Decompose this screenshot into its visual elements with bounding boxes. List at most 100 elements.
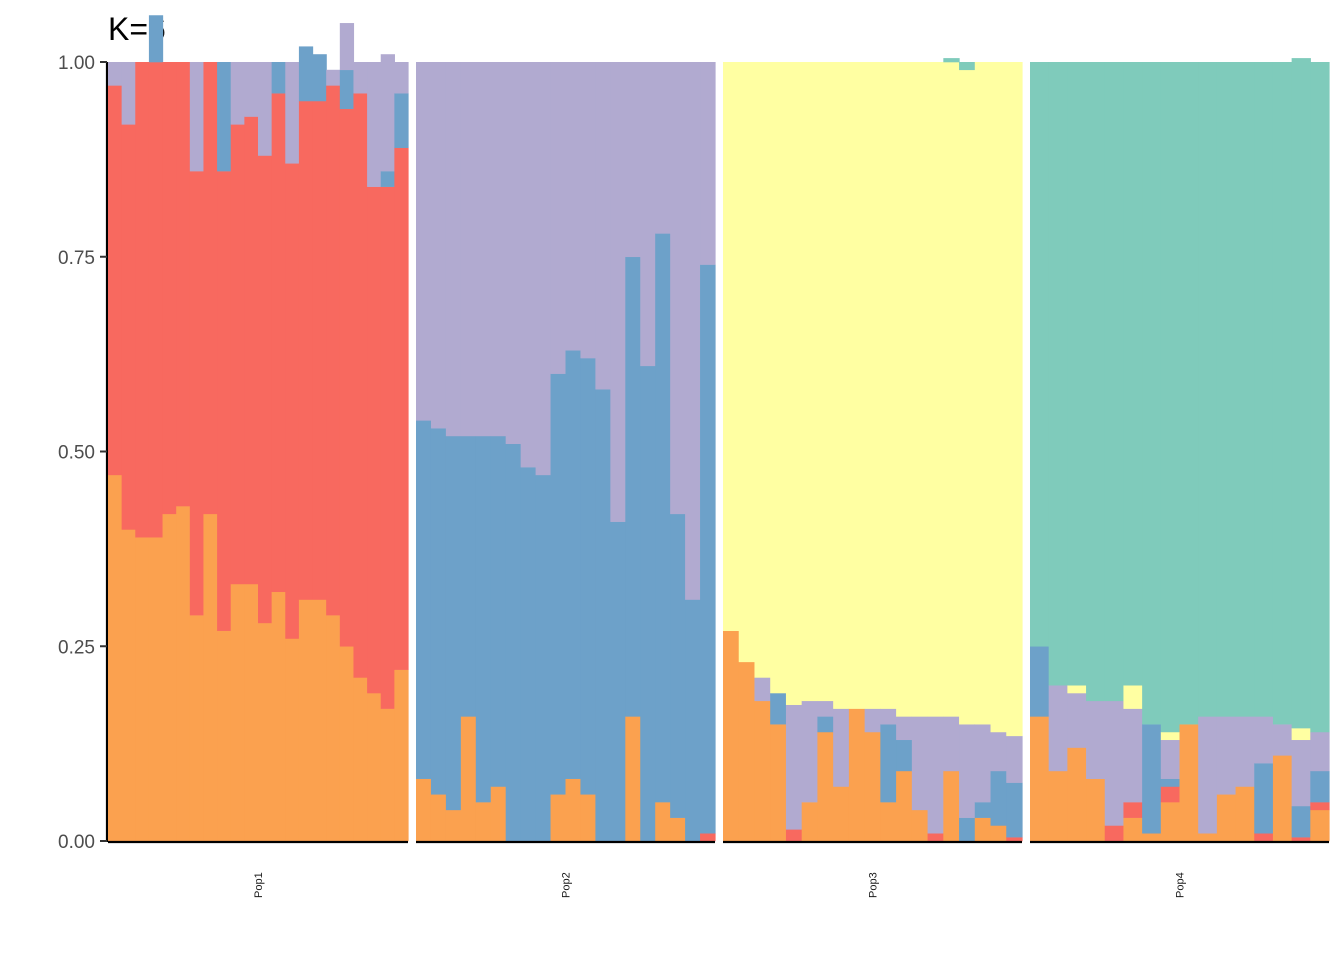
- bar-segment: [203, 513, 218, 842]
- bar-segment: [670, 62, 686, 515]
- bar-segment: [460, 716, 477, 842]
- bar-segment: [1198, 62, 1218, 717]
- bar-segment: [445, 62, 462, 437]
- bar-segment: [943, 716, 960, 772]
- bar-segment: [490, 62, 507, 437]
- bar-segment: [864, 62, 881, 709]
- y-tick-label: 0.00: [58, 832, 95, 853]
- y-tick-label: 0.50: [58, 443, 95, 464]
- bar-segment: [312, 100, 327, 600]
- bar-segment: [700, 833, 716, 842]
- bar-segment: [685, 62, 701, 600]
- bar-segment: [285, 163, 300, 639]
- bar-segment: [108, 85, 123, 476]
- bar-segment: [880, 708, 897, 725]
- bar-segment: [655, 802, 671, 842]
- bar-segment: [1291, 805, 1311, 838]
- bar-segment: [1235, 786, 1255, 842]
- bar-segment: [785, 704, 803, 830]
- bar-segment: [770, 724, 787, 842]
- bar-segment: [610, 62, 626, 522]
- bar-segment: [1067, 747, 1087, 842]
- bar-segment: [520, 62, 537, 468]
- y-tick-label: 1.00: [58, 53, 95, 74]
- bar-segment: [285, 638, 300, 842]
- bar-segment: [723, 62, 740, 631]
- bar-segment: [353, 93, 368, 678]
- bar-segment: [312, 54, 327, 102]
- panels: Pop1 Pop2 Pop3 Pop4: [108, 15, 1330, 898]
- bar-segment: [1235, 716, 1255, 787]
- bar-segment: [880, 62, 897, 709]
- bar-segment: [990, 825, 1007, 842]
- bar-segment: [520, 467, 537, 842]
- bar-segment: [848, 62, 866, 709]
- bar-segment: [460, 62, 477, 437]
- bar-segment: [189, 62, 205, 172]
- bar-segment: [1123, 708, 1143, 803]
- bar-segment: [394, 62, 409, 94]
- bar-segment: [817, 62, 834, 702]
- bar-segment: [927, 62, 944, 717]
- bar-segment: [1272, 62, 1293, 725]
- bar-segment: [911, 62, 929, 717]
- bar-segment: [326, 85, 341, 616]
- bar-segment: [148, 15, 164, 63]
- bar-segment: [380, 186, 395, 709]
- bar-segment: [445, 435, 462, 811]
- bar-segment: [864, 731, 881, 842]
- bar-segment: [1123, 817, 1143, 842]
- bar-segment: [927, 716, 944, 834]
- bar-segment: [339, 23, 355, 71]
- bar-segment: [353, 62, 368, 94]
- bar-segment: [801, 62, 819, 702]
- bar-segment: [1160, 786, 1181, 803]
- bar-segment: [244, 62, 259, 117]
- bar-segment: [217, 171, 232, 631]
- bar-segment: [135, 62, 150, 538]
- bar-segment: [943, 62, 960, 717]
- bar-segment: [801, 802, 819, 842]
- bar-segment: [108, 474, 123, 842]
- bar-segment: [1160, 778, 1181, 787]
- bar-segment: [754, 677, 771, 702]
- bar-segment: [1272, 755, 1293, 842]
- bar-segment: [135, 537, 150, 842]
- bar-segment: [326, 615, 341, 842]
- bar-segment: [974, 817, 992, 842]
- bar-segment: [1086, 62, 1106, 702]
- bar-segment: [217, 62, 232, 172]
- bar-segment: [754, 700, 771, 842]
- bar-segment: [754, 62, 771, 678]
- bar-segment: [1160, 739, 1181, 779]
- bar-segment: [1123, 802, 1143, 818]
- bar-segment: [505, 62, 522, 445]
- bar-segment: [1291, 837, 1311, 842]
- bar-segment: [339, 108, 355, 647]
- bar-segment: [535, 62, 552, 476]
- bar-segment: [1291, 728, 1311, 741]
- bar-segment: [1160, 731, 1181, 741]
- bar-segment: [367, 692, 382, 842]
- bar-segment: [339, 646, 355, 842]
- bar-segment: [864, 708, 881, 733]
- bar-segment: [595, 62, 611, 390]
- bar-segment: [258, 62, 273, 156]
- bar-segment: [1006, 735, 1023, 783]
- bar-segment: [911, 716, 929, 811]
- bar-segment: [738, 62, 756, 663]
- bar-segment: [833, 62, 850, 709]
- bar-segment: [1104, 700, 1125, 826]
- y-axis: 0.00 0.25 0.50 0.75 1.00: [58, 53, 109, 853]
- bar-segment: [911, 809, 929, 842]
- bar-segment: [230, 124, 245, 585]
- bar-segment: [700, 264, 716, 834]
- bar-segment: [700, 62, 716, 265]
- panel-pop2: Pop2: [416, 62, 716, 898]
- panel-label: Pop4: [1175, 872, 1187, 898]
- bar-segment: [1104, 825, 1125, 842]
- bar-segment: [610, 521, 626, 842]
- bar-segment: [176, 62, 191, 507]
- bar-segment: [943, 58, 960, 63]
- bar-segment: [896, 739, 913, 772]
